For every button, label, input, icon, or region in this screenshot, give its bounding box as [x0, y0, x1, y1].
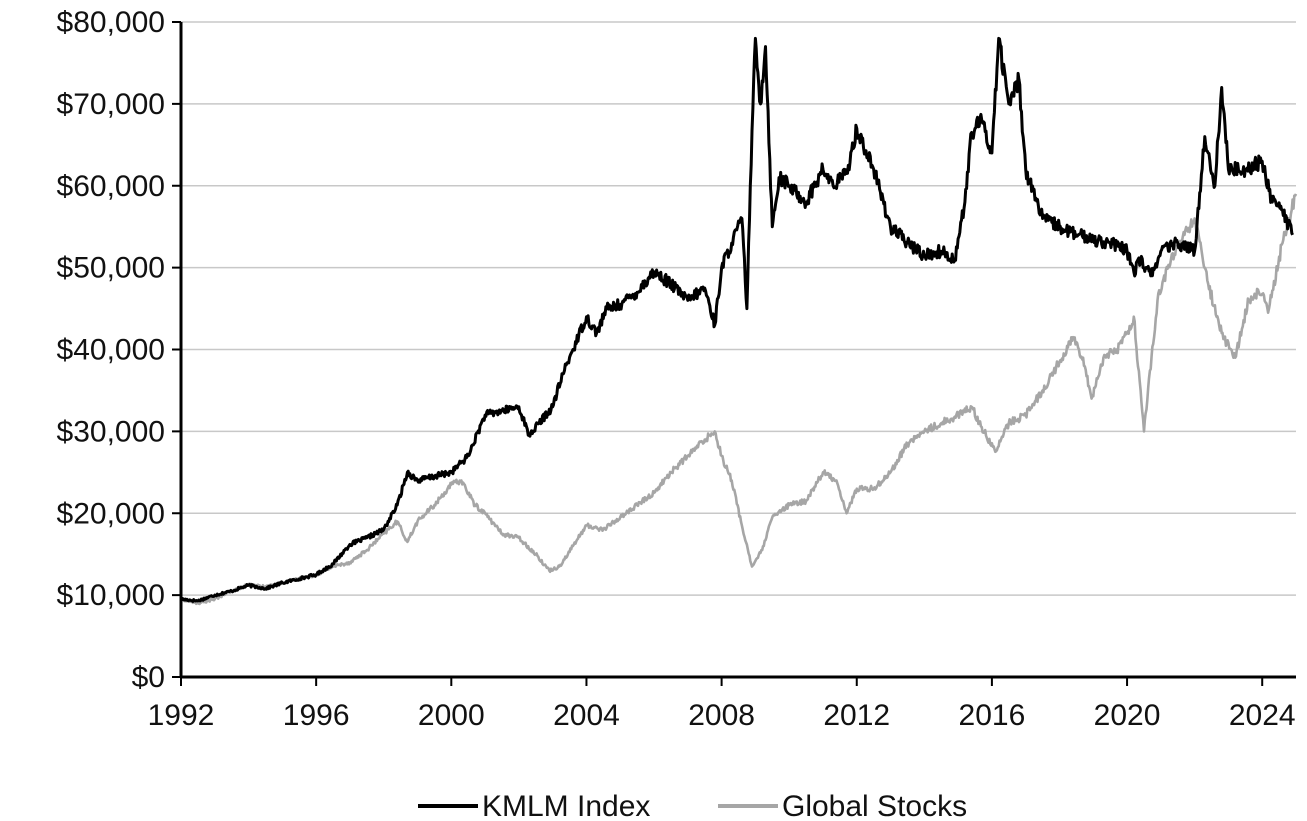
legend: KMLM Index Global Stocks — [418, 790, 967, 821]
x-tick-label: 2008 — [688, 699, 755, 732]
y-tick-label: $40,000 — [57, 334, 165, 367]
x-tick-label: 1996 — [283, 699, 350, 732]
x-tick-label: 2004 — [553, 699, 620, 732]
x-tick-label: 2012 — [823, 699, 890, 732]
y-tick-label: $20,000 — [57, 497, 165, 530]
series-layer — [180, 36, 1298, 606]
y-tick-label: $30,000 — [57, 415, 165, 448]
y-tick-label: $60,000 — [57, 170, 165, 203]
y-tick-labels: $0 $10,000 $20,000 $30,000 $40,000 $50,000 $60… — [57, 6, 181, 694]
x-tick-label: 2020 — [1094, 699, 1161, 732]
x-tick-label: 2024 — [1229, 699, 1296, 732]
x-tick-label: 1992 — [148, 699, 215, 732]
x-tick-label: 2000 — [418, 699, 485, 732]
series-line-global-stocks — [180, 193, 1298, 606]
x-tick-labels: 1992 1996 2000 2004 2008 2012 2016 2020 2024 — [148, 677, 1296, 732]
y-tick-label: $0 — [132, 661, 165, 694]
y-tick-label: $80,000 — [57, 6, 165, 39]
gridlines — [181, 21, 1296, 596]
y-tick-label: $70,000 — [57, 88, 165, 121]
y-tick-label: $50,000 — [57, 252, 165, 285]
legend-label-global: Global Stocks — [782, 790, 967, 821]
legend-label-kmlm: KMLM Index — [482, 790, 650, 821]
x-tick-label: 2016 — [959, 699, 1026, 732]
series-line-kmlm-index — [180, 36, 1294, 603]
y-tick-label: $10,000 — [57, 579, 165, 612]
